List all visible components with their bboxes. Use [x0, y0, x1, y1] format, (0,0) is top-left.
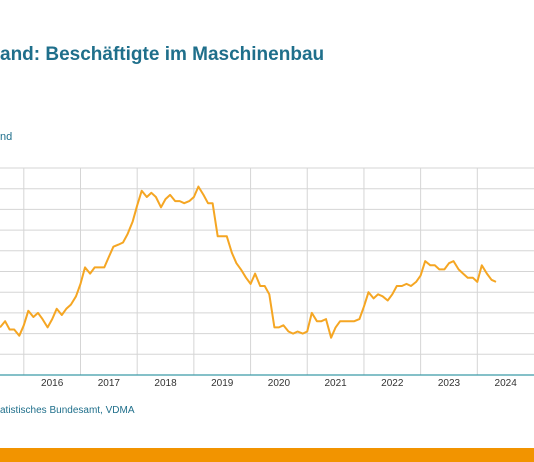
x-axis-tick-labels: 2016 2017 2018 2019 2020 2021 2022 2023 2024	[41, 378, 517, 389]
horizontal-gridlines	[0, 167, 534, 355]
x-tick-label-2023: 2023	[438, 378, 461, 389]
x-tick-label-2021: 2021	[324, 378, 347, 389]
x-tick-label-2016: 2016	[41, 378, 64, 389]
x-tick-label-2022: 2022	[381, 378, 404, 389]
x-tick-label-2024: 2024	[495, 378, 518, 389]
vertical-gridlines	[23, 168, 478, 375]
x-tick-label-2017: 2017	[98, 378, 121, 389]
chart-title: and: Beschäftigte im Maschinenbau	[0, 44, 325, 65]
x-tick-label-2020: 2020	[268, 378, 291, 389]
footer-accent-bar	[0, 448, 534, 462]
x-tick-label-2019: 2019	[211, 378, 234, 389]
employment-series-line	[0, 185, 497, 339]
y-axis-unit-label: nd	[0, 131, 13, 143]
source-note: atistisches Bundesamt, VDMA	[0, 405, 135, 416]
x-tick-label-2018: 2018	[154, 378, 177, 389]
